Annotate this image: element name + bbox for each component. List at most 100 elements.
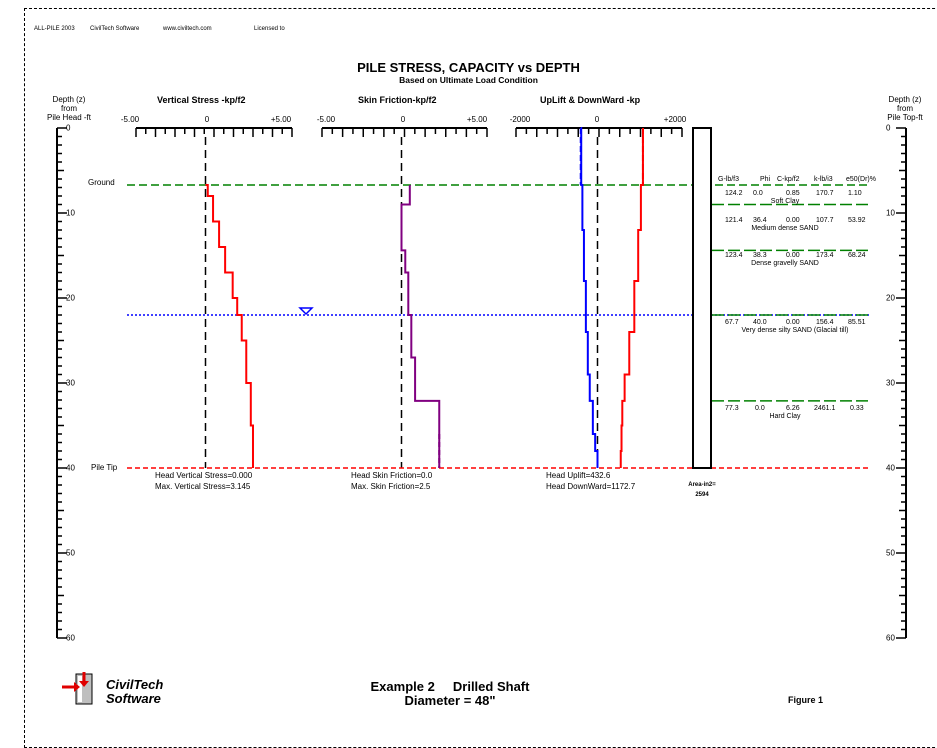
series-uplift xyxy=(580,127,599,468)
soil-value: 6.26 xyxy=(786,405,800,412)
soil-value: 40.0 xyxy=(753,319,767,326)
soil-layer-name: Dense gravelly SAND xyxy=(751,260,819,267)
example-title: Example 2 Drilled Shaft xyxy=(370,679,530,694)
soil-header-e50: e50(Dr)% xyxy=(846,176,876,183)
example-caption: Example 2 Drilled Shaft Diameter = 48" xyxy=(300,680,600,708)
logo-line1: CivilTech xyxy=(106,677,164,692)
vs-tick-max: +5.00 xyxy=(270,115,292,124)
right-depth-tick-30: 30 xyxy=(886,378,895,388)
left-depth-label-line1: Depth (z) xyxy=(52,95,86,104)
soil-value: 1.10 xyxy=(848,190,862,197)
sf-tick-zero: 0 xyxy=(400,115,406,124)
left-depth-tick-10: 10 xyxy=(66,208,75,218)
right-depth-axis-label: Depth (z) from Pile Top-ft xyxy=(880,95,930,122)
logo-text: CivilTech Software xyxy=(106,678,163,706)
head-vertical-stress: Head Vertical Stress=0.000 xyxy=(155,471,253,480)
soil-header-k: k-lb/i3 xyxy=(814,176,833,183)
program-name: ALL-PILE 2003 xyxy=(34,26,75,32)
soil-value: 123.4 xyxy=(725,252,743,259)
soil-value: 53.92 xyxy=(848,217,866,224)
ud-tick-min: -2000 xyxy=(509,115,531,124)
soil-layer-name: Medium dense SAND xyxy=(751,225,819,232)
vs-tick-zero: 0 xyxy=(204,115,210,124)
ud-tick-zero: 0 xyxy=(594,115,600,124)
logo-line2: Software xyxy=(106,691,161,706)
soil-value: 85.51 xyxy=(848,319,866,326)
soil-value: 0.33 xyxy=(850,405,864,412)
soil-value: 121.4 xyxy=(725,217,743,224)
soil-value: 0.0 xyxy=(753,190,763,197)
soil-header-phi: Phi xyxy=(760,176,771,183)
soil-value: 156.4 xyxy=(816,319,834,326)
vs-tick-min: -5.00 xyxy=(120,115,140,124)
soil-value: 170.7 xyxy=(816,190,834,197)
licensed-to: Licensed to xyxy=(254,26,285,32)
chart-canvas xyxy=(56,127,907,639)
panel-label-uplift-downward: UpLift & DownWard -kp xyxy=(540,95,641,105)
left-depth-tick-20: 20 xyxy=(66,293,75,303)
right-depth-label-line3: Pile Top-ft xyxy=(887,113,923,122)
soil-value: 77.3 xyxy=(725,405,739,412)
head-uplift: Head Uplift=432.6 xyxy=(546,471,611,480)
ud-tick-max: +2000 xyxy=(663,115,687,124)
water-table-icon xyxy=(298,307,314,316)
soil-value: 68.24 xyxy=(848,252,866,259)
right-depth-tick-20: 20 xyxy=(886,293,895,303)
soil-value: 38.3 xyxy=(753,252,767,259)
right-depth-label-line2: from xyxy=(897,104,913,113)
left-depth-tick-30: 30 xyxy=(66,378,75,388)
soil-value: 173.4 xyxy=(816,252,834,259)
diameter-label: Diameter = 48" xyxy=(404,693,496,708)
soil-value: 107.7 xyxy=(816,217,834,224)
soil-value: 124.2 xyxy=(725,190,743,197)
area-label: Area-in2= xyxy=(688,482,716,488)
left-depth-tick-0: 0 xyxy=(66,123,71,133)
sf-tick-min: -5.00 xyxy=(316,115,336,124)
sf-tick-max: +5.00 xyxy=(466,115,488,124)
soil-value: 67.7 xyxy=(725,319,739,326)
soil-layer-name: Soft Clay xyxy=(770,198,800,205)
right-depth-tick-40: 40 xyxy=(886,463,895,473)
soil-header-gamma: G-lb/f3 xyxy=(718,176,740,183)
left-depth-tick-40: 40 xyxy=(66,463,75,473)
panel-label-skin-friction: Skin Friction-kp/f2 xyxy=(358,95,437,105)
right-depth-tick-0: 0 xyxy=(886,123,891,133)
panel-label-vertical-stress: Vertical Stress -kp/f2 xyxy=(157,95,246,105)
max-skin-friction: Max. Skin Friction=2.5 xyxy=(351,482,431,491)
right-depth-tick-10: 10 xyxy=(886,208,895,218)
left-depth-label-line2: from xyxy=(61,104,77,113)
head-downward: Head DownWard=1172.7 xyxy=(546,482,636,491)
pile-shaft xyxy=(692,127,712,469)
pile-tip-label: Pile Tip xyxy=(91,463,118,472)
series-downward xyxy=(619,128,644,468)
left-depth-tick-50: 50 xyxy=(66,548,75,558)
ground-label: Ground xyxy=(88,178,115,187)
company-name: CivilTech Software xyxy=(90,26,140,32)
soil-value: 0.85 xyxy=(786,190,800,197)
soil-value: 0.00 xyxy=(786,319,800,326)
soil-value: 0.00 xyxy=(786,217,800,224)
civiltech-logo-icon xyxy=(62,672,93,705)
max-vertical-stress: Max. Vertical Stress=3.145 xyxy=(155,482,251,491)
soil-layer-name: Very dense silty SAND (Glacial till) xyxy=(741,327,849,334)
area-value: 2594 xyxy=(695,492,709,498)
soil-value: 2461.1 xyxy=(814,405,836,412)
soil-value: 0.00 xyxy=(786,252,800,259)
website: www.civiltech.com xyxy=(163,26,212,32)
right-depth-tick-50: 50 xyxy=(886,548,895,558)
figure-label: Figure 1 xyxy=(788,695,824,705)
soil-header-cohesion: C-kp/f2 xyxy=(777,176,800,183)
left-depth-axis-label: Depth (z) from Pile Head -ft xyxy=(44,95,94,122)
soil-value: 36.4 xyxy=(753,217,767,224)
chart-subtitle: Based on Ultimate Load Condition xyxy=(399,75,538,85)
soil-value: 0.0 xyxy=(755,405,765,412)
head-skin-friction: Head Skin Friction=0.0 xyxy=(351,471,433,480)
left-depth-tick-60: 60 xyxy=(66,633,75,643)
series-skin-friction xyxy=(400,184,441,468)
left-depth-label-line3: Pile Head -ft xyxy=(46,113,92,122)
soil-layer-name: Hard Clay xyxy=(769,413,801,420)
report-page: ALL-PILE 2003 CivilTech Software www.civ… xyxy=(24,8,937,748)
right-depth-tick-60: 60 xyxy=(886,633,895,643)
right-depth-label-line1: Depth (z) xyxy=(888,95,922,104)
series-vertical-stress xyxy=(205,183,254,468)
